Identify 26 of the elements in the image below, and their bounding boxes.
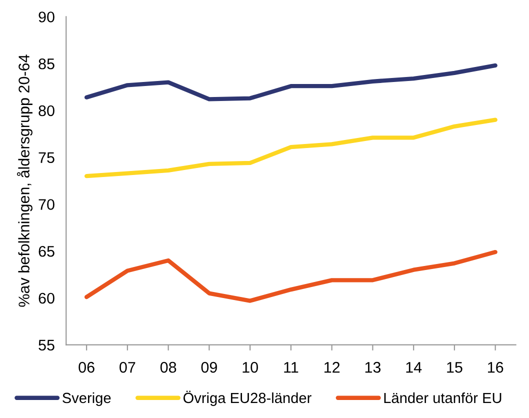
legend-label: Länder utanför EU [384, 392, 502, 404]
x-tick-label: 12 [324, 362, 340, 373]
legend-label: Sverige [62, 392, 111, 406]
x-tick-label: 11 [284, 362, 298, 373]
x-tick-label: 09 [201, 362, 217, 373]
line-series [84, 118, 498, 178]
y-tick-label: 55 [38, 340, 54, 351]
y-tick-label: 60 [38, 292, 54, 304]
y-tick-label: 75 [38, 152, 54, 164]
legend-label: Övriga EU28-länder [183, 390, 312, 406]
y-tick-label: 65 [38, 246, 54, 257]
x-tick-label: 14 [406, 362, 422, 373]
y-tick-label: 85 [38, 58, 54, 70]
x-tick-label: 10 [242, 362, 258, 373]
x-tick-label: 08 [160, 362, 176, 373]
x-tick-label: 15 [447, 362, 462, 373]
y-axis-title: %av befolkningen, åldersgrupp 20-64 [16, 54, 32, 307]
y-tick-label: 70 [38, 199, 54, 210]
line-series [84, 63, 498, 102]
line-series [84, 250, 498, 303]
x-tick-label: 07 [120, 362, 136, 373]
x-tick-label: 13 [365, 362, 381, 373]
y-tick-label: 90 [38, 12, 54, 22]
y-tick-label: 80 [38, 105, 54, 116]
x-tick-label: 16 [488, 362, 504, 373]
x-tick-label: 06 [78, 362, 94, 373]
